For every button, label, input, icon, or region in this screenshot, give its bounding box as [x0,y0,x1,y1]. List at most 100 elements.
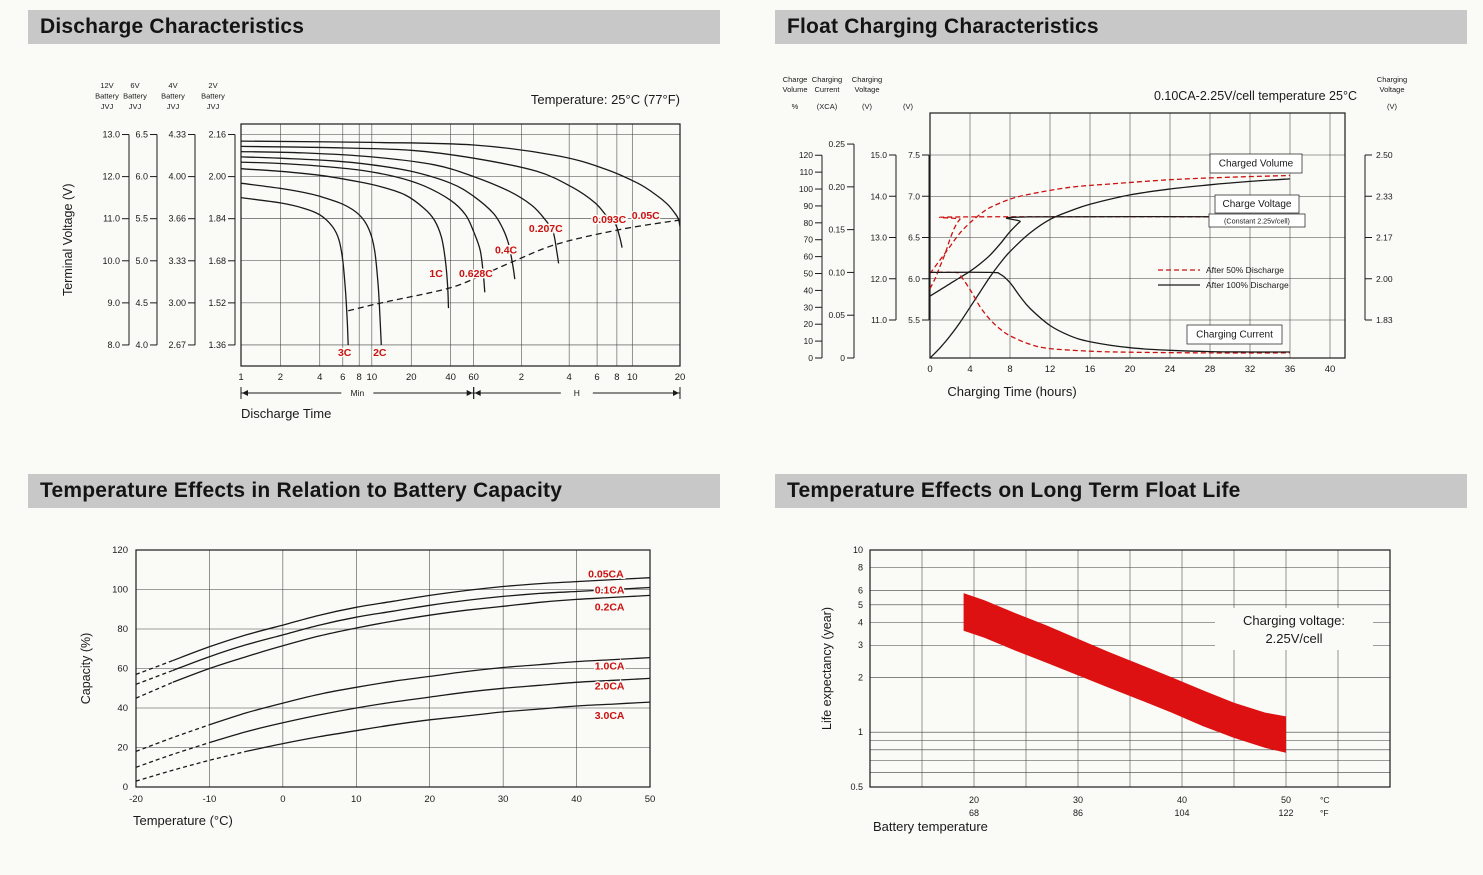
y-tick-label: 80 [117,624,128,635]
rate-label: 1C [429,268,443,280]
curve-label: Charging Current [1196,330,1273,341]
voltage-axis-header: 12V [100,81,113,90]
y-tick-label: 1.83 [1376,315,1393,325]
y-axis-title: Life expectancy (year) [820,607,834,730]
discharge-panel: Discharge Characteristics 1 2 4 6 8 10 20 40 60 2… [28,10,720,438]
y-tick-label: 0.20 [828,182,845,192]
y-tick-label: 5 [858,600,863,610]
y-tick-label: 3.33 [168,256,186,266]
y-tick-label: 2.33 [1376,191,1393,201]
x-tick-label: -10 [203,794,217,805]
y-tick-label: 0 [808,353,813,363]
axis-header: Charging [1377,75,1407,84]
x-tick-label-celsius: 30 [1073,795,1083,805]
curve-0.4C [240,156,516,280]
rate-label: 0.05C [632,210,660,222]
y-tick-label: 5.5 [135,214,148,224]
x-tick-label-fahrenheit: 68 [969,808,979,818]
x-tick-label: 20 [1125,364,1136,375]
y-tick-label: 9.0 [107,298,120,308]
y-tick-label: 40 [804,285,814,295]
axis-header: Charge [783,75,808,84]
x-tick-label: 2 [278,372,283,383]
x-tick-label: 50 [645,794,656,805]
y-tick-label: 6.0 [908,274,920,284]
y-tick-label: 4 [858,617,863,627]
arrow-right-icon [673,390,679,396]
y-tick-label: 4.0 [135,340,148,350]
discharge-panel-header: Discharge Characteristics [28,10,720,44]
x-axis-title: Battery temperature [873,819,988,834]
voltage-axis-header: Battery [161,92,185,101]
x-tick-label: 40 [1325,364,1336,375]
y-tick-label: 0.05 [828,310,845,320]
temperature-note: Temperature: 25°C (77°F) [531,92,680,107]
annotation-bg [1215,608,1373,650]
capacity-chart-svg: -20 -10 0 10 20 30 40 50 0 20 40 60 80 100 120 0.05CA 0.… [79,545,656,828]
y-tick-label: 5.0 [135,256,148,266]
y-tick-label: 1.84 [208,214,226,224]
float-charging-chart: 0 4 8 12 16 20 24 28 32 36 40 Charge Volume% 120 110 10… [775,58,1467,438]
voltage-axis-header: JVJ [129,102,142,111]
y-tick-label: 60 [117,664,128,675]
voltage-axis-header: 6V [130,81,139,90]
curve-1.0CA-lowtemp-dashed [135,724,210,753]
y-tick-label: 80 [804,218,814,228]
x-tick-label: 8 [357,372,362,383]
y-tick-label: 12.0 [102,172,120,182]
x-tick-label-celsius: 20 [969,795,979,805]
x-axis-title: Charging Time (hours) [947,384,1076,399]
float-life-chart: 10 8 6 5 4 3 2 1 0.5 Charging voltage: 2.25V/cell 2… [775,522,1467,862]
curve-0.093C [240,145,623,248]
x-tick-label: 40 [445,372,456,383]
x-tick-label: 24 [1165,364,1176,375]
rate-label: 3.0CA [595,710,625,722]
y-axis-title: Terminal Voltage (V) [61,183,75,296]
y-tick-label: 7.0 [908,191,920,201]
y-tick-label: 3 [858,640,863,650]
cutoff-dashed-line [348,219,681,312]
voltage-axis-header: Battery [95,92,119,101]
y-tick-label: 3.00 [168,298,186,308]
curve-0.207C [240,150,560,264]
y-tick-label: 0 [123,782,128,793]
axis-header: Voltage [1379,85,1404,94]
y-tick-label: 5.5 [908,315,920,325]
rate-label: 1.0CA [595,661,625,673]
y-tick-label: 6.0 [135,172,148,182]
float-life-band [963,593,1286,753]
rate-label: 2.0CA [595,680,625,692]
y-tick-label: 3.66 [168,214,186,224]
x-tick-label: 20 [424,794,435,805]
x-tick-label: 12 [1045,364,1056,375]
y-tick-label: 4.5 [135,298,148,308]
y-tick-label: 100 [799,184,813,194]
x-tick-label: 6 [594,372,599,383]
fahrenheit-unit-label: °F [1320,808,1329,818]
axis-header: Volume [782,85,807,94]
y-tick-label: 90 [804,201,814,211]
curve-2C [240,182,382,346]
curve-charge-voltage-100 [929,215,1291,297]
x-axis-title: Temperature (°C) [133,813,233,828]
y-tick-label: 0 [840,353,845,363]
x-tick-label: 30 [498,794,509,805]
curve-2.0CA [209,677,651,744]
annotation-line-2: 2.25V/cell [1265,631,1322,646]
y-tick-label: 13.0 [870,233,887,243]
y-tick-label: 6.5 [135,130,148,140]
plot-frame [135,549,651,788]
y-tick-label: 14.0 [870,191,887,201]
rate-label: 0.207C [529,223,563,235]
curve-label: Charged Volume [1219,159,1294,170]
curve-0.1CA-lowtemp-dashed [135,669,173,685]
y-tick-label: 2.50 [1376,150,1393,160]
x-tick-label: 60 [468,372,479,383]
time-unit-label: Min [350,388,364,398]
x-tick-label: 0 [927,364,932,375]
y-tick-label: 20 [117,743,128,754]
y-tick-label: 110 [799,167,813,177]
axis-header: Charging [852,75,882,84]
x-tick-label: 2 [519,372,524,383]
capacity-chart: -20 -10 0 10 20 30 40 50 0 20 40 60 80 100 120 0.05CA 0.… [28,522,720,862]
